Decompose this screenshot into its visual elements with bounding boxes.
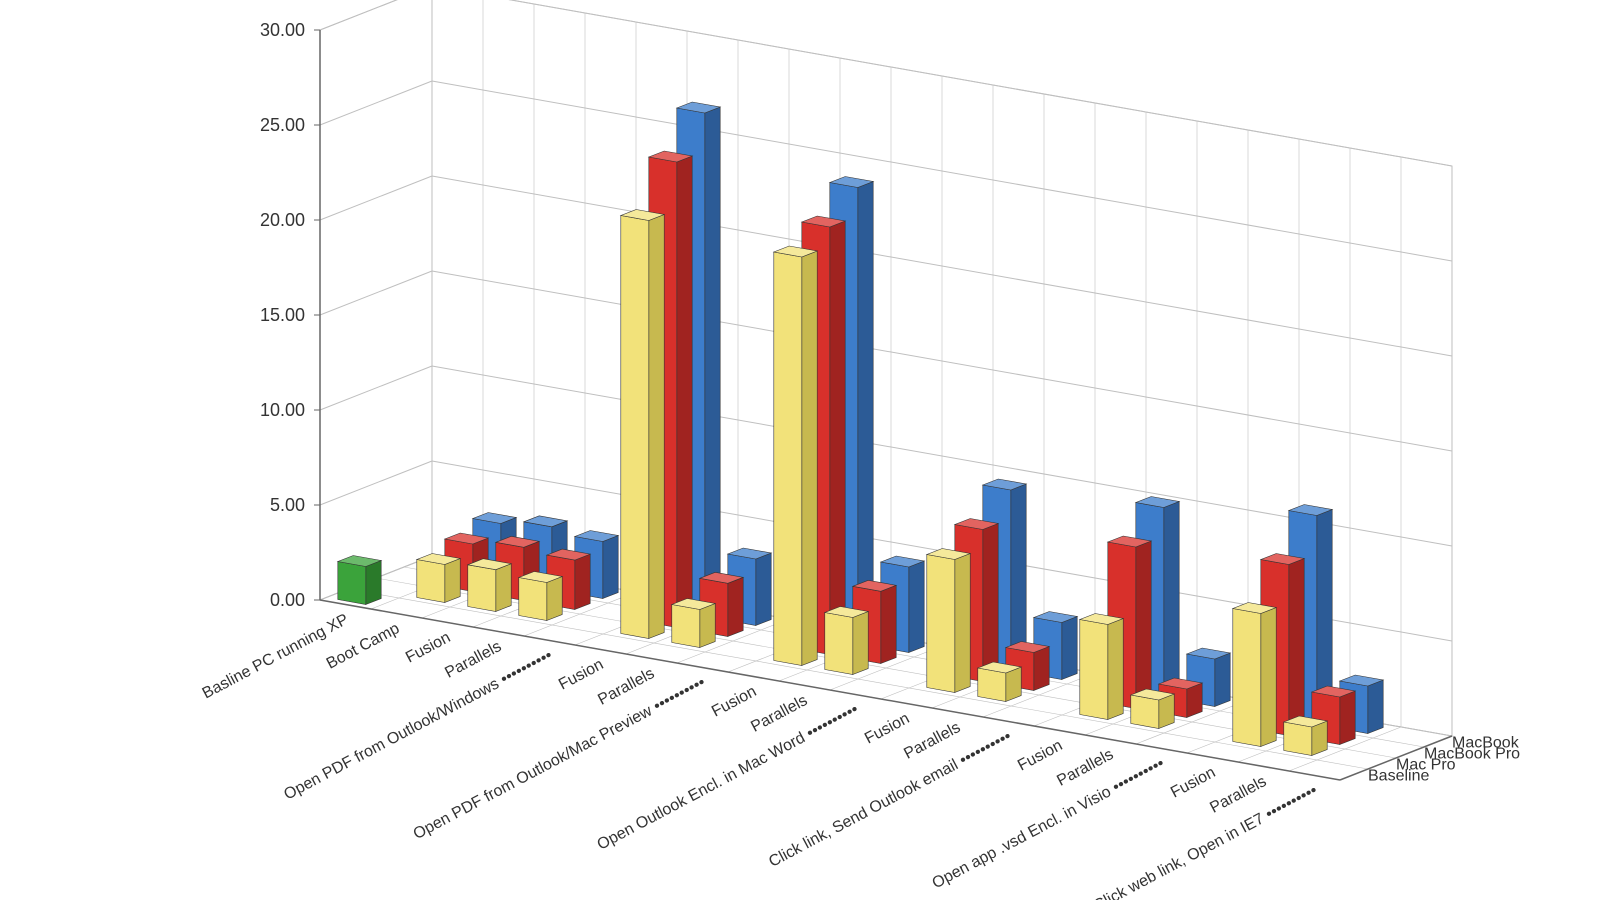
category-label: Fusion: [556, 656, 606, 694]
category-label: Fusion: [1015, 737, 1065, 775]
svg-text:5.00: 5.00: [270, 495, 305, 515]
svg-text:20.00: 20.00: [260, 210, 305, 230]
chart-3d-bar: 0.005.0010.0015.0020.0025.0030.00Basline…: [0, 0, 1600, 900]
series-label: MacBook: [1452, 735, 1520, 752]
svg-text:25.00: 25.00: [260, 115, 305, 135]
category-label: Fusion: [709, 683, 759, 721]
svg-text:15.00: 15.00: [260, 305, 305, 325]
svg-text:10.00: 10.00: [260, 400, 305, 420]
category-label: Fusion: [1168, 764, 1218, 802]
category-label: Click link, Send Outlook email •••••••••…: [766, 728, 1014, 871]
svg-text:0.00: 0.00: [270, 590, 305, 610]
category-label: Fusion: [403, 629, 453, 667]
category-label: Fusion: [862, 710, 912, 748]
category-label: Open app .vsd Encl. in Visio ••••••••••: [930, 755, 1168, 892]
category-label: Click web link, Open in IE7 ••••••••••: [1091, 782, 1320, 900]
svg-text:30.00: 30.00: [260, 20, 305, 40]
chart-svg: 0.005.0010.0015.0020.0025.0030.00Basline…: [0, 0, 1600, 900]
